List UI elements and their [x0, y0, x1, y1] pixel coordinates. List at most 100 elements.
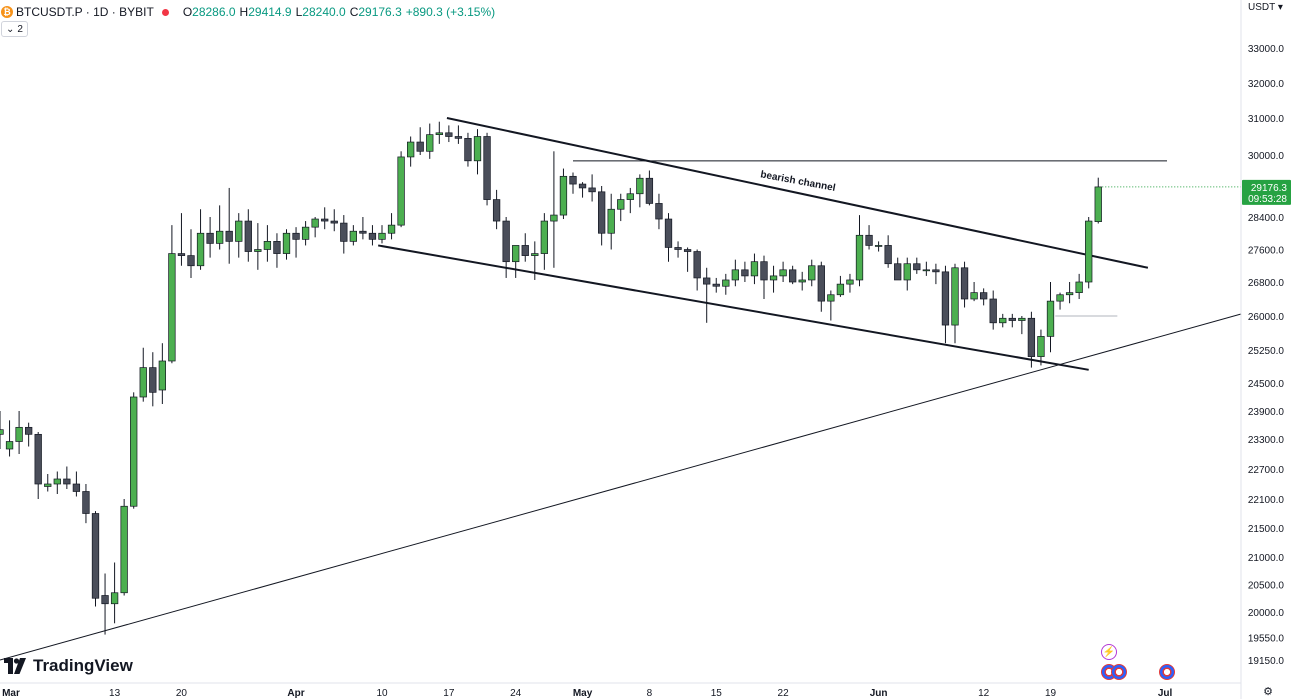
x-tick-label: Apr [287, 688, 304, 699]
currency-label: USDT [1248, 2, 1276, 13]
candle-bullish [607, 208, 615, 234]
lightning-event-icon[interactable]: ⚡ [1101, 644, 1117, 660]
candle-bullish [970, 292, 978, 300]
candle-bearish [788, 269, 797, 283]
candle-bullish [922, 269, 930, 272]
candle-bearish [502, 220, 510, 263]
candle-bearish [492, 199, 501, 222]
candle-bullish [473, 136, 482, 162]
candle-bearish [321, 218, 329, 222]
candle-bullish [1018, 317, 1026, 321]
candle-bullish [827, 294, 835, 302]
y-tick-label: 23900.0 [1248, 407, 1285, 418]
ascending-support-trendline[interactable] [0, 313, 1242, 661]
candle-bearish [817, 265, 825, 302]
y-tick-label: 26800.0 [1248, 278, 1285, 289]
candle-bullish [435, 132, 443, 136]
candle-bullish [903, 263, 911, 281]
candle-bullish [378, 232, 386, 240]
candle-bearish [244, 220, 252, 252]
candle-bullish [1094, 186, 1102, 222]
bitcoin-icon: ₿ [1, 6, 13, 18]
candle-bearish [578, 183, 587, 189]
y-tick-label: 24500.0 [1248, 379, 1285, 390]
candle-bearish [932, 269, 940, 273]
symbol-title[interactable]: BTCUSDT.P · 1D · BYBIT [16, 5, 154, 19]
candle-bearish [960, 267, 969, 300]
bar-countdown-label: 09:53:28 [1248, 194, 1287, 205]
candle-bearish [72, 483, 81, 492]
chevron-down-icon: ⌄ [6, 23, 15, 35]
candle-bullish [120, 505, 128, 594]
candle-bearish [588, 187, 596, 193]
candle-bearish [445, 132, 453, 137]
candle-bearish [597, 191, 606, 234]
bearish-channel-lower-line[interactable] [378, 244, 1089, 371]
y-tick-label: 32000.0 [1248, 79, 1285, 90]
candle-bearish [91, 513, 100, 599]
candle-bullish [349, 230, 357, 242]
x-tick-label: 15 [711, 688, 723, 699]
us-flag-event-icon[interactable] [1159, 664, 1175, 680]
chevron-down-icon: ▾ [1277, 2, 1283, 13]
bearish-channel-upper-line[interactable] [446, 117, 1149, 269]
y-tick-label: 31000.0 [1248, 114, 1285, 125]
candle-bullish [235, 220, 243, 242]
tradingview-logo[interactable]: TradingView [4, 656, 133, 676]
candle-bullish [750, 261, 759, 277]
candle-bearish [206, 232, 214, 244]
candle-bearish [760, 261, 768, 281]
candle-bullish [550, 214, 558, 222]
candle-bullish [216, 230, 224, 244]
bearish-channel-annotation[interactable]: bearish channel [759, 169, 836, 194]
candle-bullish [855, 234, 864, 281]
candle-bearish [187, 255, 195, 267]
high-value: 29414.9 [248, 5, 292, 19]
y-tick-label: 30000.0 [1248, 151, 1285, 162]
x-tick-label: 24 [510, 688, 522, 699]
candle-bearish [913, 263, 921, 271]
candle-bullish [130, 396, 138, 507]
candle-bearish [416, 141, 424, 152]
change-value: +890.3 (+3.15%) [405, 5, 496, 19]
candle-bullish [254, 249, 262, 252]
candle-bullish [999, 317, 1007, 324]
indicators-toggle[interactable]: ⌄ 2 [1, 21, 28, 37]
indicator-count: 2 [17, 23, 23, 35]
candle-bullish [722, 279, 730, 287]
candle-bullish [263, 241, 272, 250]
us-flag-event-icon[interactable] [1111, 664, 1127, 680]
candle-bullish [426, 134, 434, 152]
candle-bullish [1056, 294, 1064, 302]
y-tick-label: 27600.0 [1248, 246, 1285, 257]
candle-bearish [712, 283, 720, 287]
candle-bearish [34, 433, 42, 485]
x-tick-label: 20 [176, 688, 188, 699]
candle-bullish [397, 156, 405, 226]
y-tick-label: 23300.0 [1248, 435, 1285, 446]
candle-bearish [683, 249, 692, 252]
logo-text: TradingView [33, 656, 133, 675]
x-tick-label: 8 [647, 688, 653, 699]
candle-bullish [301, 226, 310, 240]
candle-bearish [521, 245, 529, 256]
candle-bearish [359, 230, 367, 234]
low-value: 28240.0 [302, 5, 346, 19]
candle-bearish [483, 136, 491, 200]
candle-bullish [512, 245, 520, 263]
candle-bearish [645, 177, 654, 204]
y-tick-label: 28400.0 [1248, 213, 1285, 224]
candle-bullish [617, 199, 625, 210]
candle-bearish [703, 277, 711, 285]
settings-icon[interactable]: ⚙ [1263, 686, 1273, 698]
y-tick-label: 26000.0 [1248, 312, 1285, 323]
candle-bearish [177, 253, 186, 256]
candle-bearish [25, 426, 33, 435]
candle-bullish [636, 177, 644, 195]
candle-bearish [865, 234, 873, 246]
x-tick-label: 12 [978, 688, 990, 699]
candle-bullish [769, 275, 778, 281]
y-tick-label: 21000.0 [1248, 553, 1285, 564]
currency-selector[interactable]: USDT ▾ [1248, 2, 1283, 13]
